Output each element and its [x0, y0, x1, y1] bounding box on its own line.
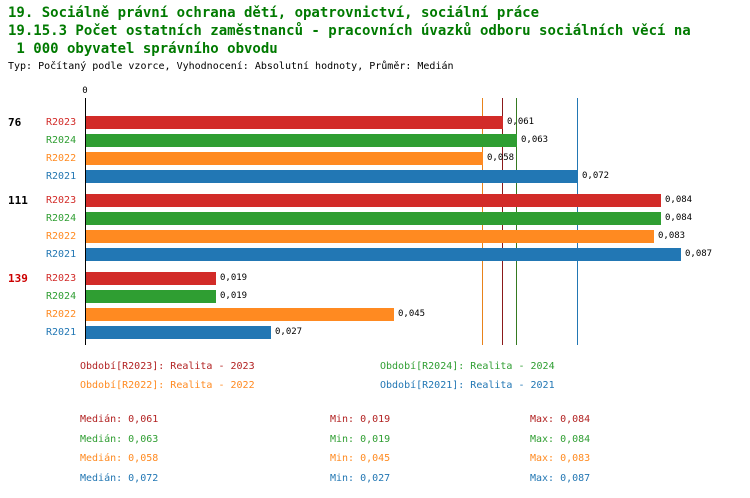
group-label: 76: [8, 116, 22, 129]
series-row-label: R2021: [46, 327, 77, 338]
bar-value-label: 0,027: [275, 327, 303, 337]
bar-r2023: [86, 194, 661, 207]
bar-r2024: [86, 212, 661, 225]
stat-max: Max: 0,087: [530, 473, 591, 484]
series-row-label: R2023: [46, 273, 77, 284]
series-row-label: R2024: [46, 135, 77, 146]
bar-value-label: 0,019: [220, 273, 248, 283]
bar-r2022: [86, 152, 483, 165]
series-row-label: R2023: [46, 117, 77, 128]
stat-median: Medián: 0,061: [80, 414, 159, 425]
bar-value-label: 0,087: [685, 249, 713, 259]
bar-value-label: 0,084: [665, 195, 693, 205]
y-axis-line: [85, 98, 86, 345]
bar-value-label: 0,084: [665, 213, 693, 223]
series-row-label: R2024: [46, 291, 77, 302]
report-meta-line: Typ: Počítaný podle vzorce, Vyhodnocení:…: [8, 61, 454, 72]
horizontal-bar-chart: 0 76 R2023 0,061 R2024 0,063 R2022 0,058 R2021 0…: [8, 86, 713, 345]
bar-r2024: [86, 290, 216, 303]
stat-max: Max: 0,083: [530, 453, 591, 464]
group-label: 111: [8, 194, 28, 207]
series-row-label: R2022: [46, 231, 77, 242]
series-row-label: R2022: [46, 153, 77, 164]
stat-median: Medián: 0,072: [80, 473, 159, 484]
bar-r2024: [86, 134, 517, 147]
series-row-label: R2022: [46, 309, 77, 320]
series-row-label: R2021: [46, 249, 77, 260]
bar-value-label: 0,072: [582, 171, 610, 181]
bar-r2021: [86, 326, 271, 339]
stat-max: Max: 0,084: [530, 414, 591, 425]
series-row-label: R2024: [46, 213, 77, 224]
bar-r2023: [86, 272, 216, 285]
group-label: 139: [8, 272, 28, 285]
bar-r2023: [86, 116, 503, 129]
bar-r2021: [86, 170, 578, 183]
bar-value-label: 0,063: [521, 135, 549, 145]
series-row-label: R2023: [46, 195, 77, 206]
bar-value-label: 0,083: [658, 231, 686, 241]
stat-min: Min: 0,027: [330, 473, 391, 484]
chart-stats: Medián: 0,061 Min: 0,019 Max: 0,084 Medián:…: [80, 413, 720, 495]
x-axis-zero-label: 0: [82, 86, 88, 96]
legend-item: Období[R2021]: Realita - 2021: [380, 380, 555, 391]
legend-item: Období[R2023]: Realita - 2023: [80, 361, 255, 372]
stat-median: Medián: 0,058: [80, 453, 159, 464]
bar-value-label: 0,045: [398, 309, 426, 319]
bar-r2022: [86, 308, 394, 321]
report-title-line2: 19.15.3 Počet ostatních zaměstnanců - pr…: [8, 23, 691, 39]
series-row-label: R2021: [46, 171, 77, 182]
legend-item: Období[R2022]: Realita - 2022: [80, 380, 255, 391]
stat-min: Min: 0,019: [330, 414, 391, 425]
stat-median: Medián: 0,063: [80, 434, 159, 445]
stat-max: Max: 0,084: [530, 434, 591, 445]
bar-value-label: 0,061: [507, 117, 535, 127]
report-title-line1: 19. Sociálně právní ochrana dětí, opatro…: [8, 5, 540, 21]
report-title-line3: 1 000 obyvatel správního obvodu: [8, 41, 278, 57]
legend-item: Období[R2024]: Realita - 2024: [380, 361, 555, 372]
stat-min: Min: 0,019: [330, 434, 391, 445]
bar-value-label: 0,019: [220, 291, 248, 301]
bar-r2022: [86, 230, 654, 243]
chart-legend: Období[R2023]: Realita - 2023 Období[R202…: [80, 360, 700, 400]
bar-value-label: 0,058: [487, 153, 515, 163]
stat-min: Min: 0,045: [330, 453, 391, 464]
bar-r2021: [86, 248, 681, 261]
